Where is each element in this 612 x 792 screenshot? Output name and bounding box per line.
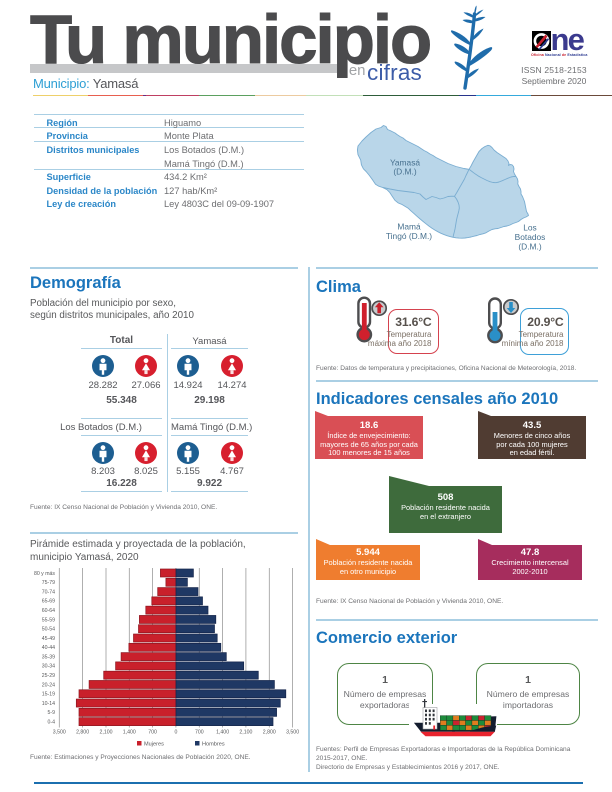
svg-text:75-79: 75-79 (42, 580, 55, 586)
svg-text:Tingó (D.M.): Tingó (D.M.) (386, 231, 432, 241)
svg-text:3,500: 3,500 (286, 730, 299, 736)
svg-text:70-74: 70-74 (42, 589, 55, 595)
svg-text:2,800: 2,800 (263, 730, 276, 736)
svg-text:Yamasá: Yamasá (390, 158, 420, 168)
svg-text:40-44: 40-44 (42, 645, 55, 651)
svg-text:700: 700 (195, 730, 204, 736)
svg-text:5-9: 5-9 (48, 710, 56, 716)
svg-text:(D.M.): (D.M.) (518, 242, 541, 252)
svg-text:Los: Los (523, 223, 537, 233)
svg-text:Hombres: Hombres (202, 742, 225, 748)
svg-text:15-19: 15-19 (42, 692, 55, 698)
svg-text:50-54: 50-54 (42, 627, 55, 633)
svg-text:1,400: 1,400 (216, 730, 229, 736)
svg-text:2,800: 2,800 (76, 730, 89, 736)
svg-text:3,500: 3,500 (53, 730, 66, 736)
svg-text:(D.M.): (D.M.) (393, 167, 416, 177)
svg-text:60-64: 60-64 (42, 608, 55, 614)
svg-text:45-49: 45-49 (42, 636, 55, 642)
svg-text:0-4: 0-4 (48, 719, 56, 725)
svg-text:20-24: 20-24 (42, 682, 55, 688)
svg-text:35-39: 35-39 (42, 654, 55, 660)
svg-text:30-34: 30-34 (42, 664, 55, 670)
svg-text:Botados: Botados (515, 232, 546, 242)
svg-text:55-59: 55-59 (42, 617, 55, 623)
svg-text:65-69: 65-69 (42, 599, 55, 605)
svg-text:1,400: 1,400 (123, 730, 136, 736)
svg-text:Mujeres: Mujeres (144, 742, 164, 748)
svg-text:2,100: 2,100 (100, 730, 113, 736)
svg-text:25-29: 25-29 (42, 673, 55, 679)
svg-text:700: 700 (148, 730, 157, 736)
svg-text:10-14: 10-14 (42, 701, 55, 707)
svg-text:0: 0 (174, 730, 177, 736)
svg-text:Mamá: Mamá (397, 222, 421, 232)
svg-text:2,100: 2,100 (239, 730, 252, 736)
svg-text:80 y más: 80 y más (34, 571, 55, 577)
